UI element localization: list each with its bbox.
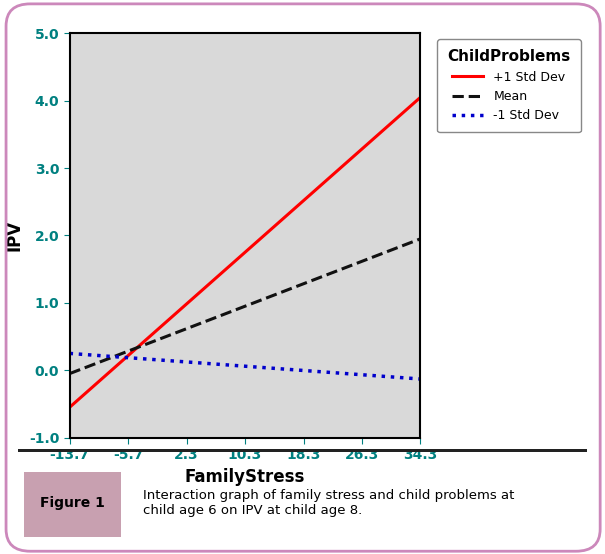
Y-axis label: IPV: IPV — [5, 220, 23, 251]
Text: Interaction graph of family stress and child problems at
child age 6 on IPV at c: Interaction graph of family stress and c… — [143, 489, 515, 517]
Text: Figure 1: Figure 1 — [40, 496, 105, 510]
FancyBboxPatch shape — [24, 471, 120, 537]
Legend: +1 Std Dev, Mean, -1 Std Dev: +1 Std Dev, Mean, -1 Std Dev — [437, 39, 581, 132]
X-axis label: FamilyStress: FamilyStress — [185, 468, 305, 486]
